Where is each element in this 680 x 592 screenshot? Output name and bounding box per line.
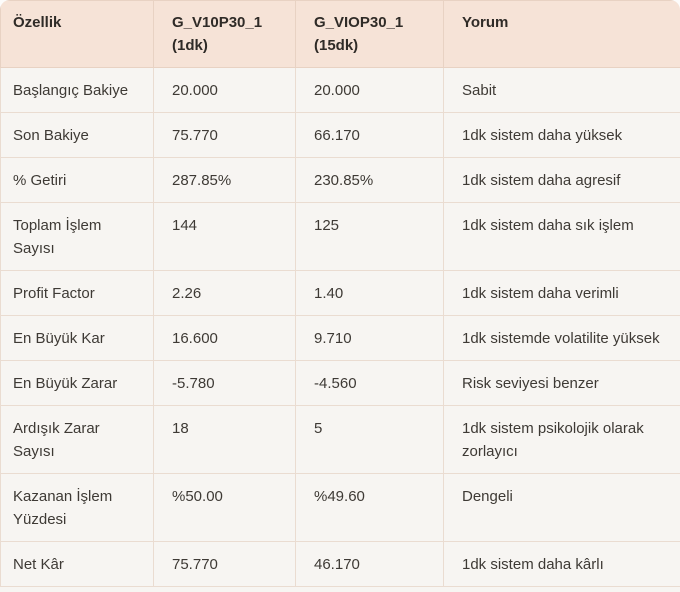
column-header-label: G_V10P30_1 — [172, 14, 263, 31]
cell-value-15dk: 9.710 — [295, 315, 444, 361]
column-header-label: Özellik — [13, 14, 62, 31]
cell-value-15dk: 230.85% — [295, 157, 444, 203]
cell-value-1dk: 16.600 — [153, 315, 296, 361]
cell-value-1dk: 20.000 — [153, 67, 296, 113]
table-header: Özellik G_V10P30_1 (1dk) G_VIOP30_1 (15d… — [0, 0, 680, 68]
cell-feature: Ardışık Zarar Sayısı — [0, 405, 154, 474]
table-row: En Büyük Zarar -5.780 -4.560 Risk seviye… — [0, 360, 680, 406]
table-row: Toplam İşlem Sayısı 144 125 1dk sistem d… — [0, 202, 680, 271]
cell-feature: En Büyük Zarar — [0, 360, 154, 406]
cell-value-15dk: %49.60 — [295, 473, 444, 542]
column-header-system-1dk: G_V10P30_1 (1dk) — [153, 0, 296, 68]
cell-value-15dk: 5 — [295, 405, 444, 474]
cell-comment: 1dk sistem daha agresif — [443, 157, 680, 203]
cell-value-15dk: 20.000 — [295, 67, 444, 113]
cell-value-15dk: 125 — [295, 202, 444, 271]
table-row: En Büyük Kar 16.600 9.710 1dk sistemde v… — [0, 315, 680, 361]
column-header-label: G_VIOP30_1 — [314, 14, 404, 31]
cell-value-1dk: 75.770 — [153, 112, 296, 158]
cell-value-1dk: 75.770 — [153, 541, 296, 587]
cell-feature: Kazanan İşlem Yüzdesi — [0, 473, 154, 542]
table-row: % Getiri 287.85% 230.85% 1dk sistem daha… — [0, 157, 680, 203]
cell-value-15dk: 1.40 — [295, 270, 444, 316]
table-row: Profit Factor 2.26 1.40 1dk sistem daha … — [0, 270, 680, 316]
cell-value-1dk: 144 — [153, 202, 296, 271]
cell-feature: Son Bakiye — [0, 112, 154, 158]
cell-comment: Risk seviyesi benzer — [443, 360, 680, 406]
cell-value-15dk: 66.170 — [295, 112, 444, 158]
cell-value-15dk: -4.560 — [295, 360, 444, 406]
cell-comment: 1dk sistem daha kârlı — [443, 541, 680, 587]
column-header-sublabel: (1dk) — [172, 37, 208, 54]
cell-value-1dk: 2.26 — [153, 270, 296, 316]
cell-comment: 1dk sistem daha sık işlem — [443, 202, 680, 271]
table-row: Kazanan İşlem Yüzdesi %50.00 %49.60 Deng… — [0, 473, 680, 542]
column-header-system-15dk: G_VIOP30_1 (15dk) — [295, 0, 444, 68]
table-row: Net Kâr 75.770 46.170 1dk sistem daha kâ… — [0, 541, 680, 587]
cell-feature: Net Kâr — [0, 541, 154, 587]
cell-feature: % Getiri — [0, 157, 154, 203]
cell-value-1dk: 18 — [153, 405, 296, 474]
column-header-label: Yorum — [462, 14, 509, 31]
table-row: Ardışık Zarar Sayısı 18 5 1dk sistem psi… — [0, 405, 680, 474]
column-header-comment: Yorum — [443, 0, 680, 68]
cell-comment: 1dk sistem psikolojik olarak zorlayıcı — [443, 405, 680, 474]
cell-comment: Sabit — [443, 67, 680, 113]
header-row: Özellik G_V10P30_1 (1dk) G_VIOP30_1 (15d… — [0, 0, 680, 68]
cell-value-15dk: 46.170 — [295, 541, 444, 587]
cell-comment: Dengeli — [443, 473, 680, 542]
table-row: Başlangıç Bakiye 20.000 20.000 Sabit — [0, 67, 680, 113]
cell-value-1dk: %50.00 — [153, 473, 296, 542]
cell-feature: En Büyük Kar — [0, 315, 154, 361]
cell-value-1dk: -5.780 — [153, 360, 296, 406]
column-header-sublabel: (15dk) — [314, 37, 359, 54]
cell-feature: Toplam İşlem Sayısı — [0, 202, 154, 271]
column-header-feature: Özellik — [0, 0, 154, 68]
cell-comment: 1dk sistemde volatilite yüksek — [443, 315, 680, 361]
table-body: Başlangıç Bakiye 20.000 20.000 Sabit Son… — [0, 67, 680, 587]
cell-comment: 1dk sistem daha yüksek — [443, 112, 680, 158]
cell-feature: Profit Factor — [0, 270, 154, 316]
cell-feature: Başlangıç Bakiye — [0, 67, 154, 113]
cell-value-1dk: 287.85% — [153, 157, 296, 203]
cell-comment: 1dk sistem daha verimli — [443, 270, 680, 316]
table-row: Son Bakiye 75.770 66.170 1dk sistem daha… — [0, 112, 680, 158]
